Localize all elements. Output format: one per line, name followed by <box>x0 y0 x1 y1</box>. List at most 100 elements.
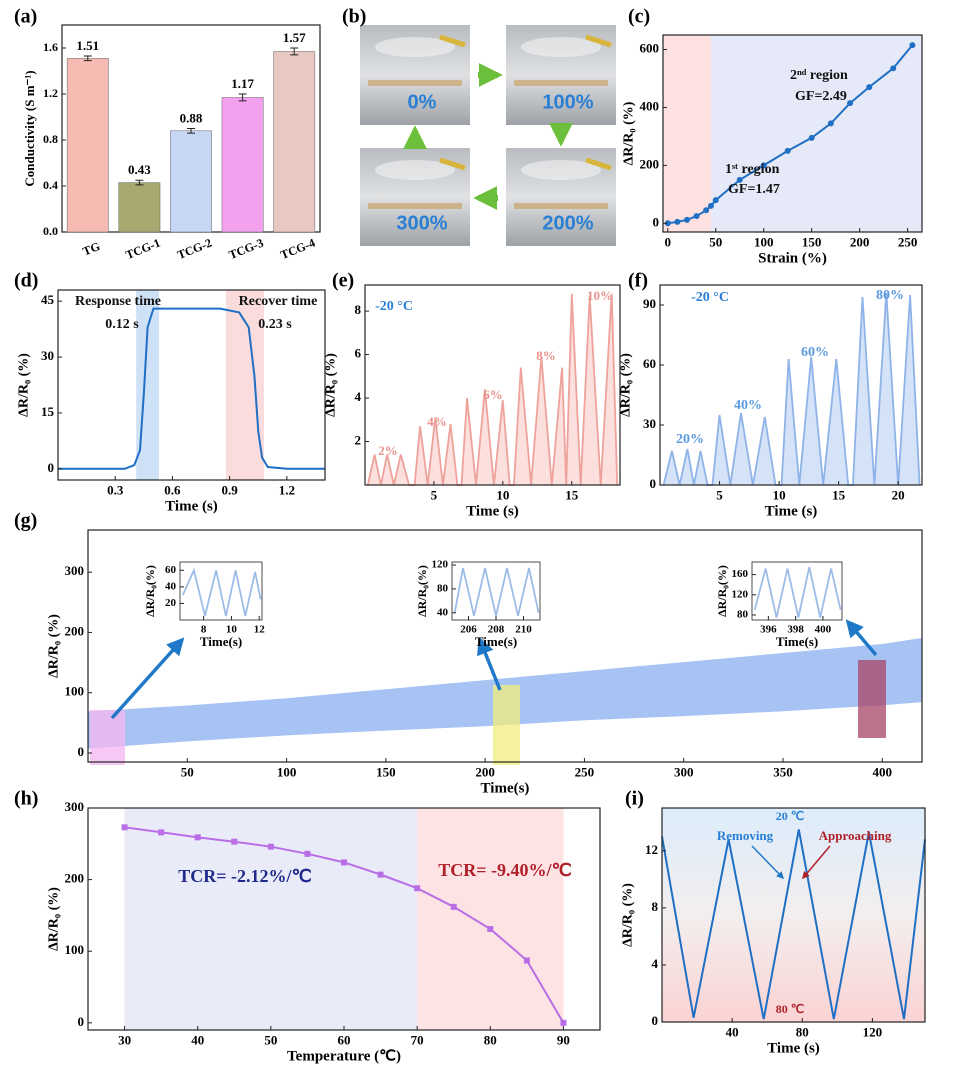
x-tick-label: 60 <box>338 1033 351 1048</box>
annotation: 1ˢᵗ region <box>725 162 780 177</box>
marker <box>683 216 690 223</box>
y-tick-label: 20 <box>165 597 177 609</box>
marker <box>784 147 791 154</box>
photo-detail <box>514 80 608 86</box>
photo-detail <box>585 34 612 48</box>
marker <box>712 197 719 204</box>
plot-frame <box>751 561 843 621</box>
marker <box>703 207 710 214</box>
y-tick-label: 6 <box>355 346 362 361</box>
x-tick-label: 210 <box>515 623 532 635</box>
photo-detail <box>521 160 601 180</box>
y-tick-label: 0 <box>78 1014 85 1029</box>
annotation: 2ⁿᵈ region <box>790 68 848 83</box>
error-bar <box>83 55 92 62</box>
marker <box>827 120 834 127</box>
annotation: -20 °C <box>691 290 729 305</box>
arrow <box>477 636 502 691</box>
x-tick-label: 396 <box>760 623 777 635</box>
x-tick-label: 120 <box>863 1025 883 1040</box>
x-tick-label: 150 <box>376 765 396 780</box>
highlight-box <box>90 710 125 765</box>
background <box>662 808 925 1022</box>
caption: 0% <box>408 91 437 113</box>
y-tick-label: 400 <box>640 98 660 113</box>
x-axis-label: Time(s) <box>481 781 530 797</box>
marker <box>450 903 457 910</box>
x-tick-label: TCG-1 <box>124 236 163 262</box>
photo-detail <box>439 34 466 48</box>
value-label: 0.43 <box>128 162 151 177</box>
annotation: 2% <box>378 443 398 458</box>
panel-label: (c) <box>628 6 650 28</box>
y-axis-label: ΔR/R₀ (%) <box>16 353 31 417</box>
y-tick-label: 0.4 <box>43 178 58 192</box>
plot-frame <box>87 529 923 763</box>
x-tick-label: 206 <box>460 623 477 635</box>
x-tick-label: 50 <box>181 765 194 780</box>
y-tick-label: 4 <box>652 956 659 971</box>
inset-line <box>181 567 262 617</box>
panel-label: (f) <box>628 270 648 292</box>
y-tick-label: 45 <box>41 292 55 307</box>
y-tick-label: 8 <box>355 302 362 317</box>
annotation: 20 ℃ <box>776 809 804 823</box>
photo-detail <box>375 160 455 180</box>
y-tick-label: 160 <box>732 568 749 580</box>
annotation: Approaching <box>819 828 892 843</box>
arrow <box>110 637 185 720</box>
photo-detail <box>521 37 601 57</box>
marker <box>693 213 700 220</box>
y-tick-label: 40 <box>437 606 449 618</box>
x-tick-label: TCG-2 <box>175 236 214 262</box>
bar <box>170 130 212 233</box>
y-axis-label: ΔR/R₀ (%) <box>46 614 61 678</box>
photo-detail <box>375 37 455 57</box>
value-label: 0.88 <box>180 110 203 125</box>
annotation: 60% <box>801 345 829 360</box>
marker <box>736 176 743 183</box>
x-tick-label: 398 <box>787 623 804 635</box>
y-tick-label: 60 <box>165 564 177 576</box>
marker <box>890 65 897 72</box>
y-tick-label: 8 <box>652 899 659 914</box>
photo-detail <box>368 203 462 209</box>
y-axis-label: ΔR/R₀(%) <box>415 565 429 617</box>
annotation: TCR= -2.12%/℃ <box>178 866 311 886</box>
marker <box>523 957 530 964</box>
x-tick-label: 200 <box>475 765 495 780</box>
y-axis-label: ΔR/R₀ (%) <box>621 101 636 165</box>
x-axis-label: Strain (%) <box>758 251 827 267</box>
x-tick-label: 100 <box>754 235 774 250</box>
x-tick-label: 20 <box>892 488 905 503</box>
panel-label: (e) <box>332 270 354 292</box>
annotation: 80 ℃ <box>776 1002 804 1016</box>
x-axis-label: Time (s) <box>767 1041 820 1057</box>
area-fill <box>367 293 618 485</box>
x-tick-label: 100 <box>277 765 297 780</box>
x-tick-label: 0 <box>665 235 672 250</box>
x-tick-label: 150 <box>802 235 822 250</box>
annotation: 0.12 s <box>105 317 139 332</box>
caption: 100% <box>542 91 593 113</box>
x-tick-label: 400 <box>815 623 832 635</box>
annotation: 10% <box>587 288 613 303</box>
annotation: Response time <box>75 294 161 309</box>
x-axis-label: Time (s) <box>466 504 519 520</box>
y-tick-label: 100 <box>65 684 85 699</box>
y-tick-label: 600 <box>640 40 660 55</box>
arrow <box>845 619 878 657</box>
marker <box>808 134 815 141</box>
x-tick-label: TCG-4 <box>278 236 317 262</box>
photo-detail <box>368 80 462 86</box>
y-tick-label: 120 <box>732 588 749 600</box>
x-tick-label: TCG-3 <box>227 236 266 262</box>
y-axis-label: ΔR/R₀(%) <box>143 565 157 617</box>
panel-label: (g) <box>14 510 37 532</box>
y-tick-label: 15 <box>41 404 55 419</box>
x-axis-label: Time (s) <box>165 499 218 515</box>
x-tick-label: 10 <box>226 623 238 635</box>
y-tick-label: 300 <box>65 799 85 814</box>
y-axis-label: ΔR/R₀ (%) <box>46 887 61 951</box>
y-axis-label: ΔR/R₀ (%) <box>620 883 635 947</box>
